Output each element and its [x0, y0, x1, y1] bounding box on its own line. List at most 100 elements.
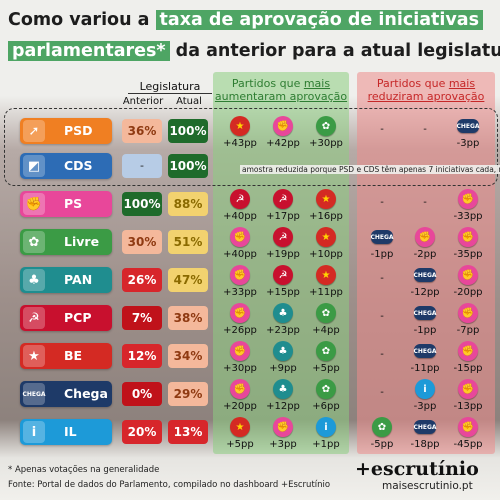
small-sample-box: [4, 108, 498, 186]
increase-change-value: +42pp: [266, 138, 300, 149]
ps-fist-rose-icon: ✊: [458, 417, 478, 437]
decrease-change-value: -1pp: [413, 325, 437, 336]
atual-value: 100%: [168, 154, 208, 178]
cds-square-icon: ◩: [23, 155, 45, 177]
increase-change-value: +43pp: [223, 138, 257, 149]
increase-header-hl: mais: [303, 77, 331, 90]
increase-change-value: +20pp: [223, 401, 257, 412]
livre-poppy-icon: ✿: [316, 116, 336, 136]
atual-value: 13%: [168, 420, 208, 444]
ps-fist-rose-icon: ✊: [458, 227, 478, 247]
ps-fist-rose-icon: ✊: [458, 265, 478, 285]
party-name: Chega: [64, 386, 108, 401]
decrease-change-value: -35pp: [453, 249, 483, 260]
decrease-change-value: -2pp: [413, 249, 437, 260]
increase-change-value: +5pp: [226, 439, 254, 450]
increase-change-value: +30pp: [223, 363, 257, 374]
ps-fist-rose-icon: ✊: [273, 417, 293, 437]
anterior-value: 36%: [122, 119, 162, 143]
page-title-line-1: Como variou a taxa de aprovação de inici…: [8, 9, 484, 31]
atual-value: 100%: [168, 119, 208, 143]
decrease-change-value: -12pp: [410, 287, 440, 298]
ps-fist-rose-icon: ✊: [230, 227, 250, 247]
chega-wordmark-icon: CHEGA: [22, 383, 46, 405]
party-label-psd: ➚ PSD: [20, 118, 112, 144]
atual-value: 51%: [168, 230, 208, 254]
anterior-value: 0%: [122, 382, 162, 406]
brand-url: maisescrutinio.pt: [382, 480, 473, 492]
chega-wordmark-icon: CHEGA: [370, 230, 394, 244]
party-name: PS: [64, 196, 83, 211]
chega-wordmark-icon: CHEGA: [413, 344, 437, 358]
source-note: Fonte: Portal de dados do Parlamento, co…: [8, 480, 331, 490]
be-star-icon: ★: [230, 116, 250, 136]
page-title-line-2: parlamentares* da anterior para a atual …: [8, 40, 500, 62]
ps-fist-rose-icon: ✊: [458, 189, 478, 209]
decrease-change-value: -3pp: [456, 138, 480, 149]
anterior-value: 20%: [122, 420, 162, 444]
decrease-change-value: -45pp: [453, 439, 483, 450]
be-star-icon: ★: [316, 265, 336, 285]
party-name: Livre: [64, 234, 100, 249]
decrease-change-value: -15pp: [453, 363, 483, 374]
decrease-empty-value: -: [380, 349, 384, 360]
party-label-pan: ♣ PAN: [20, 267, 112, 293]
title-highlight-2: parlamentares*: [8, 41, 170, 61]
anterior-value: 100%: [122, 192, 162, 216]
small-sample-note: amostra reduzida porque PSD e CDS têm ap…: [240, 165, 500, 174]
party-label-be: ★ BE: [20, 343, 112, 369]
pcp-hammer-sickle-icon: ☭: [23, 307, 45, 329]
decrease-change-value: -5pp: [370, 439, 394, 450]
chega-wordmark-icon: CHEGA: [456, 119, 480, 133]
chega-wordmark-icon: CHEGA: [413, 306, 437, 320]
anterior-value: 7%: [122, 306, 162, 330]
party-label-pcp: ☭ PCP: [20, 305, 112, 331]
party-label-chega: CHEGA Chega: [20, 381, 112, 407]
livre-poppy-icon: ✿: [372, 417, 392, 437]
il-i-icon: i: [316, 417, 336, 437]
increase-change-value: +3pp: [269, 439, 297, 450]
pan-tree-icon: ♣: [273, 379, 293, 399]
party-name: CDS: [64, 158, 93, 173]
increase-change-value: +15pp: [266, 287, 300, 298]
livre-poppy-icon: ✿: [23, 231, 45, 253]
party-name: PCP: [64, 310, 92, 325]
be-star-icon: ★: [316, 227, 336, 247]
increase-change-value: +9pp: [269, 363, 297, 374]
party-name: IL: [64, 424, 77, 439]
anterior-header: Anterior: [122, 96, 164, 107]
pcp-hammer-sickle-icon: ☭: [273, 265, 293, 285]
atual-header: Atual: [176, 96, 202, 107]
increase-change-value: +1pp: [312, 439, 340, 450]
ps-fist-rose-icon: ✊: [458, 379, 478, 399]
ps-fist-rose-icon: ✊: [458, 341, 478, 361]
title-text: Como variou a: [8, 10, 156, 30]
pan-tree-icon: ♣: [273, 341, 293, 361]
chega-wordmark-icon: CHEGA: [413, 420, 437, 434]
increase-change-value: +5pp: [312, 363, 340, 374]
ps-fist-rose-icon: ✊: [230, 341, 250, 361]
anterior-value: -: [122, 154, 162, 178]
pcp-hammer-sickle-icon: ☭: [230, 189, 250, 209]
decrease-change-value: -13pp: [453, 401, 483, 412]
anterior-value: 26%: [122, 268, 162, 292]
decrease-change-value: -33pp: [453, 211, 483, 222]
atual-value: 29%: [168, 382, 208, 406]
decrease-change-value: -3pp: [413, 401, 437, 412]
brand-logo: +escrutínio: [355, 458, 479, 480]
ps-fist-rose-icon: ✊: [458, 303, 478, 323]
pan-tree-icon: ♣: [273, 303, 293, 323]
decrease-empty-value: -: [380, 311, 384, 322]
increase-change-value: +11pp: [309, 287, 343, 298]
ps-fist-rose-icon: ✊: [415, 227, 435, 247]
decrease-empty-value: -: [380, 124, 384, 135]
increase-change-value: +23pp: [266, 325, 300, 336]
decrease-empty-value: -: [380, 387, 384, 398]
ps-fist-rose-icon: ✊: [230, 379, 250, 399]
party-name: PAN: [64, 272, 93, 287]
decrease-empty-value: -: [423, 197, 427, 208]
anterior-value: 12%: [122, 344, 162, 368]
livre-poppy-icon: ✿: [316, 341, 336, 361]
pcp-hammer-sickle-icon: ☭: [273, 227, 293, 247]
